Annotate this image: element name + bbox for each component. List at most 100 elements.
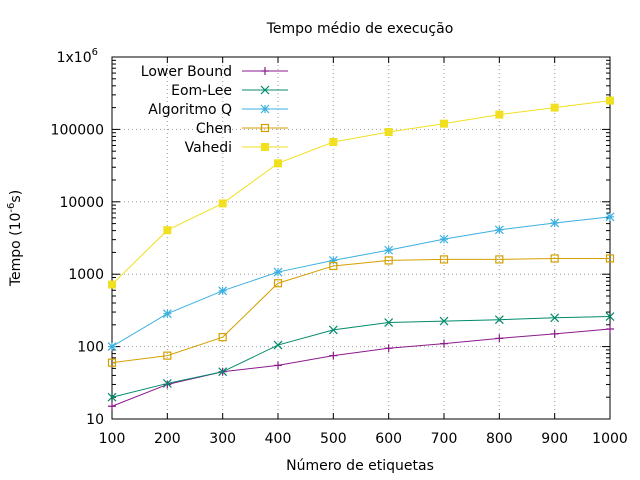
data-point bbox=[163, 351, 172, 360]
series-line bbox=[111, 100, 611, 285]
data-point bbox=[329, 351, 338, 360]
data-point bbox=[440, 339, 448, 348]
series-vahedi bbox=[108, 96, 614, 289]
plot-frame bbox=[111, 56, 611, 420]
x-tick-label: 200 bbox=[154, 431, 181, 447]
y-axis-label-exponent: -6 bbox=[6, 203, 17, 213]
series-lower-bound bbox=[108, 325, 614, 411]
data-point bbox=[439, 316, 449, 326]
data-point bbox=[163, 226, 172, 235]
data-point bbox=[274, 361, 282, 370]
data-point bbox=[495, 110, 504, 119]
y-axis-label-end: s) bbox=[8, 190, 24, 203]
y-axis: 10 100 1000 10000 100000 1x106 bbox=[51, 47, 610, 428]
x-tick-label: 800 bbox=[486, 431, 513, 447]
data-point bbox=[260, 85, 270, 95]
y-tick-label: 1000 bbox=[68, 267, 104, 283]
data-point bbox=[273, 267, 283, 277]
data-point bbox=[107, 342, 117, 352]
x-tick-label: 100 bbox=[99, 431, 126, 447]
data-point bbox=[439, 234, 449, 244]
data-point bbox=[494, 315, 504, 325]
legend-entry: Chen bbox=[196, 121, 288, 137]
series-algoritmo-q bbox=[107, 212, 615, 352]
data-point bbox=[605, 312, 615, 321]
data-point bbox=[494, 225, 504, 235]
x-axis: 100 200 300 400 500 600 700 800 900 1000 bbox=[99, 57, 628, 447]
data-point bbox=[550, 254, 559, 263]
data-point bbox=[550, 313, 560, 323]
data-point bbox=[384, 245, 394, 255]
series-eom-lee bbox=[107, 312, 615, 402]
data-point bbox=[218, 333, 227, 342]
data-point bbox=[384, 128, 393, 137]
x-tick-label: 700 bbox=[431, 431, 458, 447]
series-chen bbox=[107, 254, 615, 367]
legend-entry: Vahedi bbox=[185, 140, 288, 156]
data-point bbox=[108, 402, 116, 411]
data-point bbox=[162, 379, 172, 388]
y-tick-label: 100 bbox=[77, 340, 104, 356]
x-tick-label: 500 bbox=[320, 431, 347, 447]
y-axis-label-main: Tempo (10 bbox=[8, 213, 24, 288]
x-tick-label: 1000 bbox=[592, 431, 628, 447]
data-point bbox=[606, 325, 614, 334]
chart-title: Tempo médio de execução bbox=[266, 21, 454, 37]
y-tick-label: 10000 bbox=[59, 195, 104, 211]
x-tick-label: 400 bbox=[265, 431, 292, 447]
legend-label: Lower Bound bbox=[141, 64, 232, 80]
series-line bbox=[111, 316, 611, 398]
x-tick-label: 600 bbox=[375, 431, 402, 447]
series-line bbox=[111, 216, 611, 348]
data-point bbox=[605, 254, 615, 263]
x-tick-label: 900 bbox=[541, 431, 568, 447]
data-point bbox=[550, 103, 559, 112]
legend-label: Vahedi bbox=[185, 140, 232, 156]
data-point bbox=[495, 334, 504, 343]
data-point bbox=[261, 143, 269, 151]
data-point bbox=[261, 67, 269, 75]
data-point bbox=[260, 104, 270, 114]
data-point bbox=[550, 329, 559, 338]
data-point bbox=[384, 344, 393, 353]
data-point bbox=[162, 309, 172, 319]
legend-label: Eom-Lee bbox=[171, 83, 232, 99]
y-tick-label: 1x106 bbox=[57, 47, 98, 66]
data-point bbox=[107, 358, 117, 367]
data-point bbox=[107, 392, 117, 402]
legend-label: Algoritmo Q bbox=[148, 102, 232, 118]
y-tick-label: 10 bbox=[86, 412, 104, 428]
data-point bbox=[273, 279, 283, 288]
data-point bbox=[495, 255, 504, 264]
legend-entry: Lower Bound bbox=[141, 64, 288, 80]
data-point bbox=[260, 123, 270, 133]
legend-entry: Algoritmo Q bbox=[148, 102, 288, 118]
data-point bbox=[328, 325, 338, 335]
data-point bbox=[329, 261, 338, 271]
legend-label: Chen bbox=[196, 121, 232, 137]
legend: Lower Bound Eom-Lee Algoritmo Q Chen Vahedi bbox=[141, 64, 288, 156]
data-point bbox=[606, 96, 614, 105]
series-line bbox=[111, 328, 611, 407]
series-line bbox=[111, 257, 610, 364]
y-tick-label: 100000 bbox=[51, 122, 104, 138]
data-point bbox=[274, 159, 282, 168]
data-point bbox=[384, 256, 393, 265]
data-point bbox=[384, 318, 394, 327]
data-point bbox=[218, 199, 227, 208]
y-axis-label: Tempo (10-6s) bbox=[6, 190, 24, 287]
data-point bbox=[329, 137, 338, 146]
data-point bbox=[550, 218, 560, 228]
data-point bbox=[439, 255, 449, 264]
legend-entry: Eom-Lee bbox=[171, 83, 288, 99]
series-layer bbox=[107, 96, 615, 411]
x-axis-label: Número de etiquetas bbox=[286, 458, 434, 474]
data-point bbox=[328, 255, 338, 265]
data-point bbox=[440, 119, 448, 128]
data-point bbox=[605, 212, 615, 222]
data-point bbox=[218, 367, 228, 377]
x-tick-label: 300 bbox=[209, 431, 236, 447]
data-point bbox=[108, 280, 116, 289]
data-point bbox=[218, 286, 228, 296]
